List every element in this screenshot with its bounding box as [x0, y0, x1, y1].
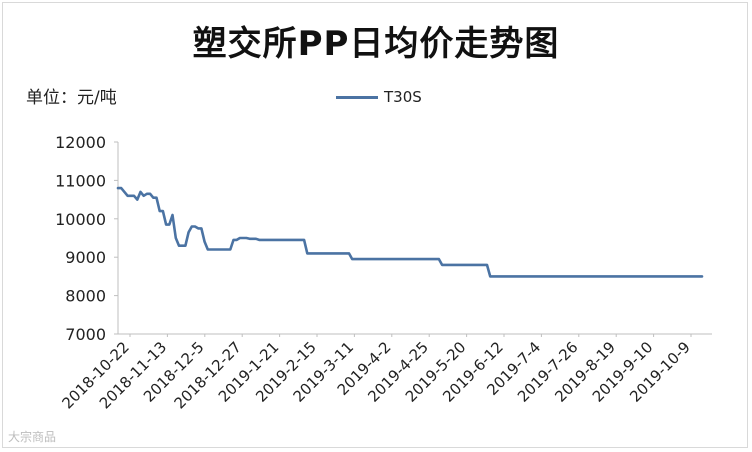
y-tick-label: 9000 [65, 248, 106, 267]
legend-line-swatch [336, 95, 378, 99]
legend-series-name: T30S [384, 88, 422, 106]
y-tick-label: 10000 [55, 210, 106, 229]
y-tick-label: 8000 [65, 287, 106, 306]
chart-frame [2, 2, 748, 448]
chart-title: 塑交所PP日均价走势图 [192, 24, 560, 64]
unit-label: 单位：元/吨 [26, 88, 117, 108]
watermark: 大宗商品 [8, 430, 57, 444]
series-line-t30s [116, 186, 704, 278]
legend: T30S [336, 88, 422, 106]
y-tick-label: 12000 [55, 133, 106, 152]
y-tick-label: 7000 [65, 325, 106, 344]
y-tick-label: 11000 [55, 171, 106, 190]
